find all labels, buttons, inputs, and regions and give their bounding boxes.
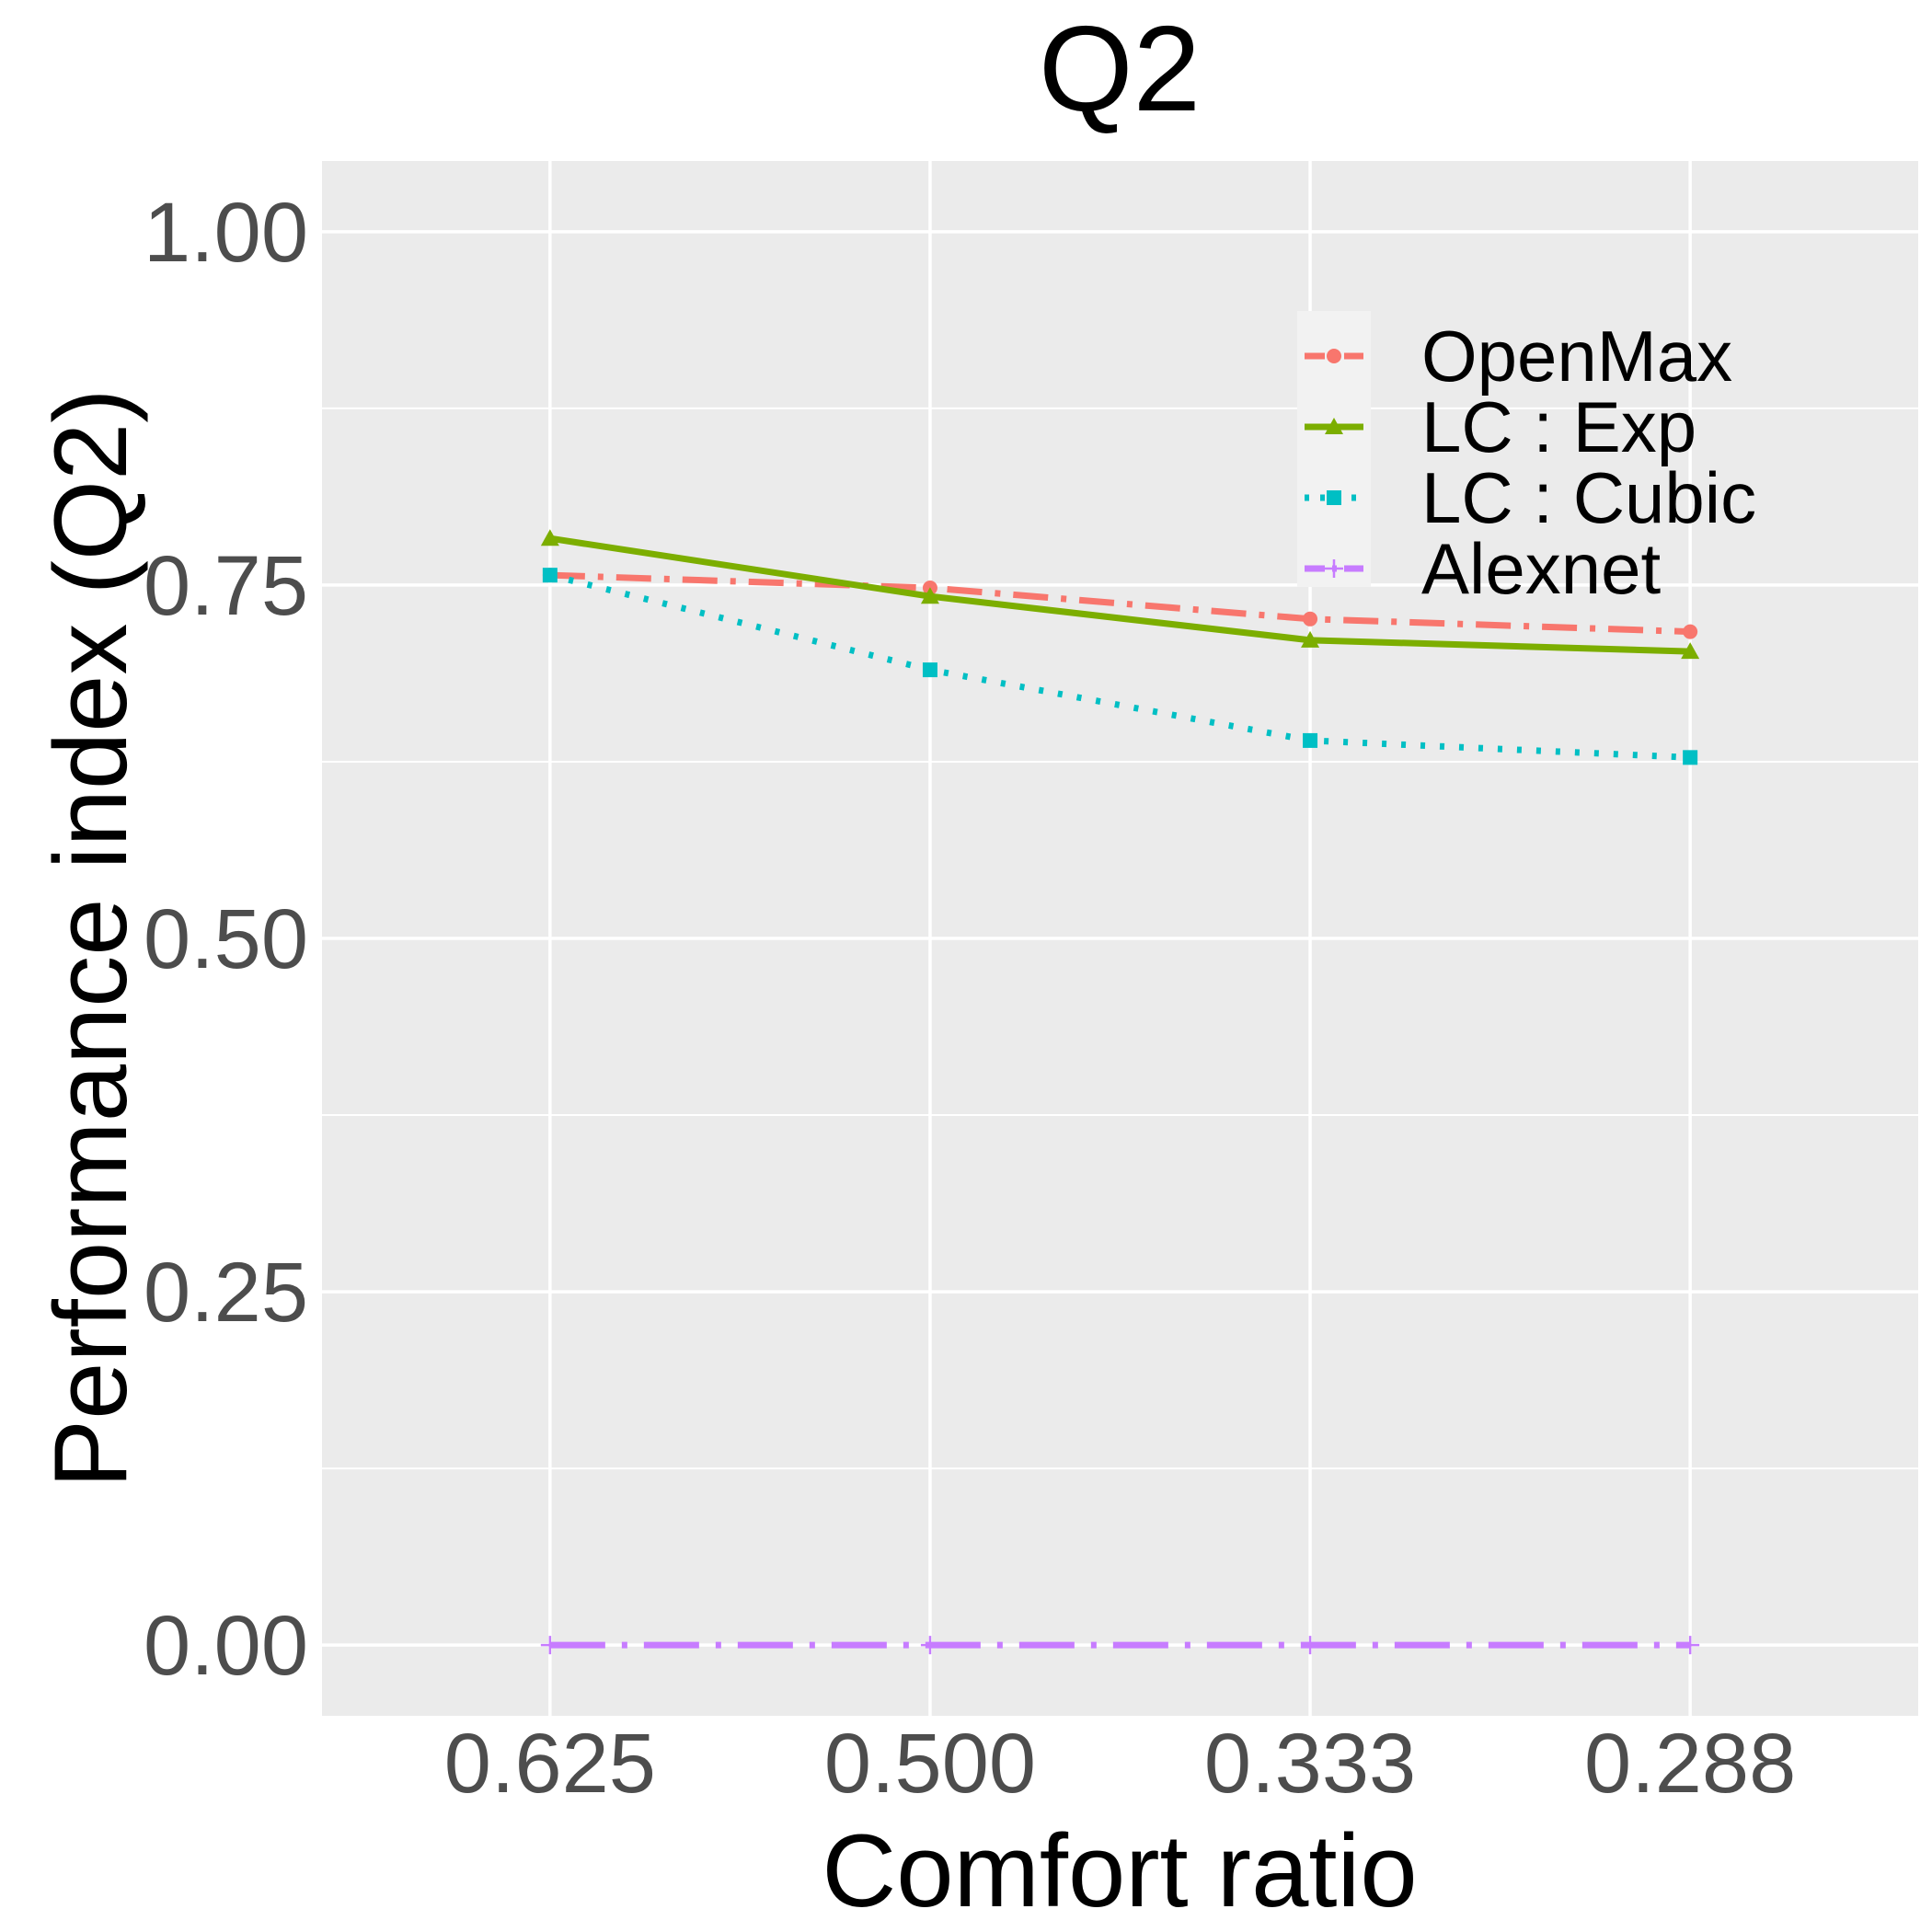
data-point <box>1301 630 1320 648</box>
legend-item: Alexnet <box>1305 528 1661 609</box>
legend-label: OpenMax <box>1421 316 1732 397</box>
legend-key-marker <box>1325 559 1343 578</box>
x-tick-label: 0.500 <box>824 1717 1036 1811</box>
data-point <box>1303 611 1318 627</box>
data-point <box>540 529 559 546</box>
series-2 <box>542 568 1698 765</box>
y-tick-label: 1.00 <box>144 186 308 280</box>
legend-item: OpenMax <box>1305 316 1732 397</box>
data-point <box>1683 624 1698 639</box>
series-3 <box>540 1636 1700 1655</box>
legend-item: LC : Exp <box>1305 386 1696 467</box>
chart-title: Q2 <box>1039 1 1201 136</box>
data-point <box>542 568 558 583</box>
y-tick-label: 0.50 <box>144 892 308 986</box>
legend-key-marker <box>1327 349 1341 363</box>
data-point <box>922 662 937 678</box>
data-point <box>1681 642 1700 660</box>
legend-key-marker <box>1325 418 1343 434</box>
data-point <box>1683 750 1698 765</box>
tick-labels: 0.00 0.25 0.50 0.75 1.00 0.625 0.500 0.333 0.288 <box>144 186 1796 1811</box>
series-line <box>549 571 1691 761</box>
legend-key-marker <box>1327 490 1341 505</box>
series-line <box>549 571 1691 636</box>
data-point <box>920 587 939 604</box>
x-axis-title: Comfort ratio <box>822 1813 1417 1928</box>
y-tick-label: 0.00 <box>144 1599 308 1693</box>
y-tick-label: 0.25 <box>144 1246 308 1340</box>
series-layer <box>540 529 1700 1655</box>
data-point <box>1303 732 1318 748</box>
legend-label: LC : Exp <box>1421 386 1696 467</box>
legend-item: LC : Cubic <box>1305 457 1756 538</box>
series-1 <box>540 529 1700 660</box>
y-axis-title: Performance index (Q2) <box>33 388 148 1488</box>
y-tick-label: 0.75 <box>144 539 308 633</box>
legend-label: Alexnet <box>1421 528 1661 609</box>
x-tick-label: 0.625 <box>444 1717 656 1811</box>
series-line <box>549 535 1691 655</box>
data-point <box>920 1636 939 1655</box>
data-point <box>540 1636 559 1655</box>
x-tick-label: 0.333 <box>1204 1717 1416 1811</box>
x-tick-label: 0.288 <box>1584 1717 1796 1811</box>
legend-label: LC : Cubic <box>1421 457 1756 538</box>
data-point <box>1301 1636 1320 1655</box>
data-point <box>1681 1636 1700 1655</box>
